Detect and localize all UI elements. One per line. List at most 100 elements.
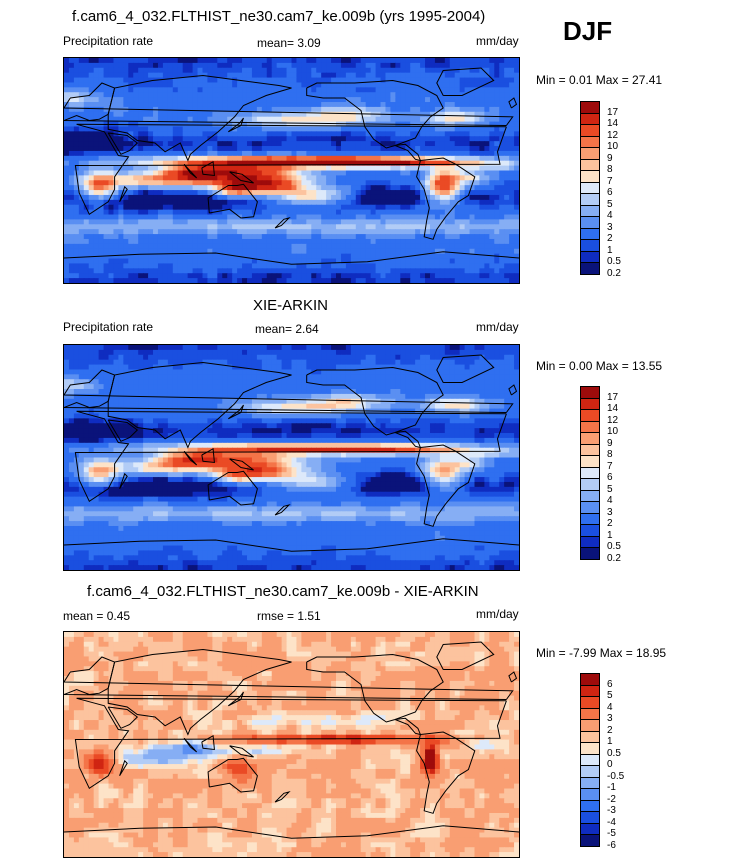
map-cell [212, 62, 218, 69]
map-cell [212, 369, 218, 375]
map-cell [227, 349, 233, 356]
map-cell [479, 165, 485, 172]
map-cell [415, 190, 421, 196]
map-cell [167, 155, 174, 162]
map-cell [138, 102, 144, 108]
map-cell [73, 190, 80, 196]
map-cell [222, 106, 228, 113]
map-cell [360, 243, 367, 250]
map-cell [489, 150, 495, 157]
map-cell [133, 349, 139, 356]
map-cell [405, 62, 411, 69]
map-cell [509, 345, 515, 351]
map-cell [148, 369, 154, 375]
map-cell [207, 190, 213, 196]
map-cell [266, 62, 273, 69]
map-cell [202, 229, 209, 235]
map-cell [340, 263, 347, 269]
map-cell [454, 92, 461, 98]
map-cell [246, 126, 253, 132]
map-cell [197, 82, 204, 88]
map-cell [157, 72, 164, 79]
map-cell [350, 278, 357, 283]
map-cell [222, 204, 228, 211]
map-cell [108, 82, 115, 88]
map-cell [311, 379, 317, 385]
map-cell [360, 111, 367, 118]
map-cell [162, 345, 169, 351]
map-cell [167, 224, 174, 230]
map-cell [138, 243, 144, 250]
map-cell [504, 273, 510, 279]
map-cell [454, 170, 461, 176]
map-cell [133, 190, 139, 196]
map-cell [73, 359, 80, 366]
map-cell [192, 238, 199, 245]
map-cell [350, 126, 357, 132]
map-cell [133, 234, 139, 240]
map-cell [162, 136, 169, 142]
map-cell [222, 146, 228, 152]
map-cell [202, 190, 209, 196]
map-cell [138, 258, 144, 265]
map-cell [340, 58, 347, 64]
map-cell [256, 248, 263, 255]
map-cell [227, 234, 233, 240]
map-cell [489, 62, 495, 69]
map-cell [157, 67, 164, 74]
map-cell [128, 219, 134, 225]
map-cell [68, 234, 75, 240]
map-cell [103, 116, 110, 123]
map-cell [88, 131, 95, 137]
map-cell [83, 77, 90, 84]
map-cell [276, 62, 283, 69]
map-cell [340, 219, 347, 225]
map-cell [331, 258, 337, 265]
map-cell [103, 141, 110, 147]
map-cell [306, 248, 312, 255]
map-cell [162, 234, 169, 240]
map-cell [192, 102, 199, 108]
map-cell [143, 248, 149, 255]
map-cell [271, 345, 278, 351]
map-cell [415, 349, 421, 356]
map-cell [113, 58, 120, 64]
map-cell [88, 219, 95, 225]
map-cell [296, 369, 302, 375]
map-cell [162, 155, 169, 162]
map-cell [256, 58, 263, 64]
map-cell [395, 349, 401, 356]
map-cell [380, 190, 387, 196]
map-cell [509, 155, 515, 162]
map-cell [429, 62, 436, 69]
map-cell [217, 111, 223, 118]
map-cell [182, 62, 189, 69]
map-cell [162, 359, 169, 366]
map-cell [281, 58, 288, 64]
map-cell [489, 345, 495, 351]
map-cell [410, 345, 416, 351]
map-cell [78, 77, 85, 84]
map-cell [370, 238, 377, 245]
map-cell [469, 374, 476, 380]
map-cell [489, 160, 495, 167]
map-cell [296, 199, 302, 206]
map-cell [350, 234, 357, 240]
map-cell [172, 349, 179, 356]
map-cell [494, 141, 500, 147]
map-cell [479, 175, 485, 181]
map-cell [311, 364, 317, 371]
map-cell [182, 273, 189, 279]
map-cell [474, 369, 481, 375]
map-cell [88, 97, 95, 103]
map-cell [504, 165, 510, 172]
map-cell [311, 214, 317, 221]
map-cell [177, 238, 184, 245]
map-cell [464, 214, 471, 221]
map-cell [331, 234, 337, 240]
map-cell [271, 374, 278, 380]
map-cell [326, 97, 332, 103]
map-cell [128, 102, 134, 108]
map-cell [326, 268, 332, 274]
map-cell [296, 185, 302, 191]
